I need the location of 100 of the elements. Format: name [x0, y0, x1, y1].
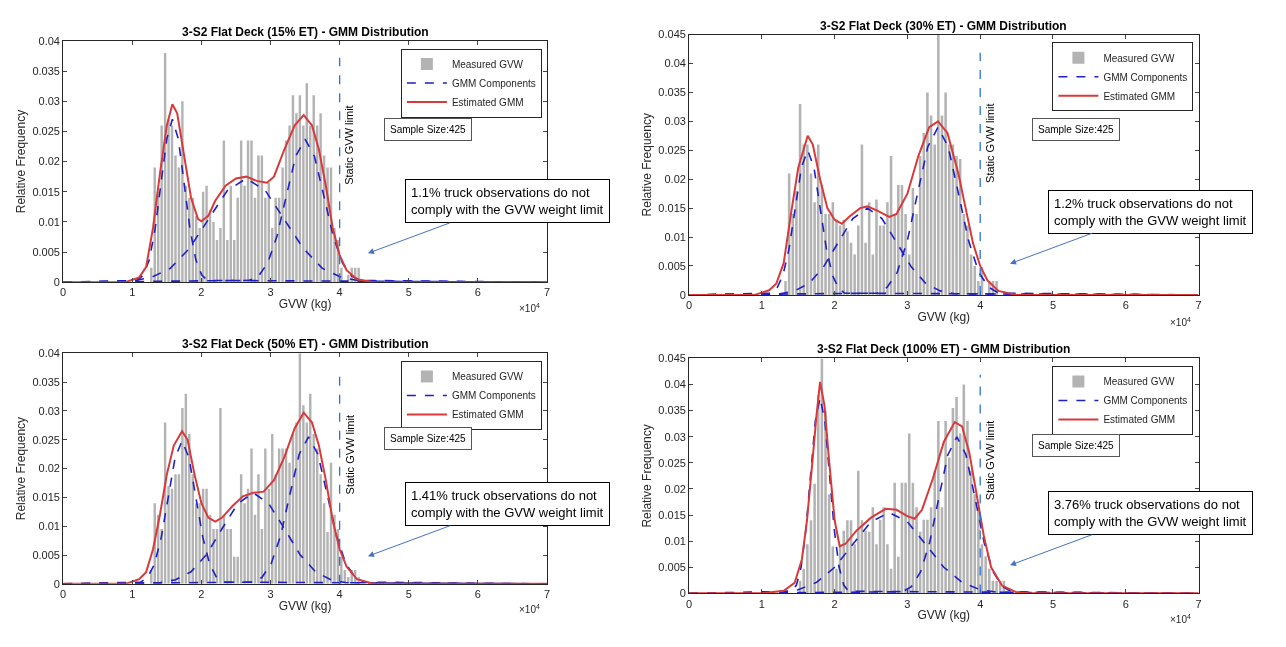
x-tick-label: 5 [1049, 299, 1057, 312]
text: ×10$^{4}$ [1170, 316, 1191, 329]
legend-label: Measured GVW [451, 371, 524, 383]
legend-label: Estimated GMM [1103, 90, 1176, 102]
annotation: 1.2% truck observations do not comply with the GVW weight limit [1054, 196, 1247, 228]
ref-line-label: Static GVW limit [984, 420, 997, 501]
y-tick-label: 0.01 [38, 520, 60, 533]
x-tick-label: 7 [1195, 299, 1202, 312]
x-tick-label: 4 [977, 597, 984, 610]
y-tick-label: 0.04 [664, 378, 686, 391]
x-tick-label: 5 [1049, 597, 1057, 610]
annotation: 3.76% truck observations do not comply with the GVW weight limit [1054, 497, 1247, 529]
chart-title: 3-S2 Flat Deck (30% ET) - GMM Distribution [820, 19, 1067, 33]
legend-label: Measured GVW [1103, 52, 1176, 64]
x-tick-label: 5 [405, 588, 412, 601]
x-tick-label: 6 [1122, 299, 1129, 312]
x-tick-label: 7 [543, 588, 551, 601]
legend-label: Estimated GMM [451, 409, 524, 421]
x-tick-label: 2 [831, 597, 838, 610]
y-axis-title: Relative Frequency [13, 109, 28, 214]
x-tick-label: 1 [758, 299, 765, 312]
x-tick-label: 2 [198, 588, 205, 601]
y-tick-label: 0.04 [38, 34, 60, 47]
y-tick-label: 0.02 [38, 155, 60, 168]
y-tick-label: 0.025 [658, 456, 686, 469]
y-tick-label: 0.025 [32, 433, 60, 446]
y-tick-label: 0.03 [664, 115, 686, 128]
y-tick-label: 0.02 [664, 482, 686, 495]
y-tick-label: 0.03 [38, 404, 60, 417]
x-axis-title: GVW (kg) [278, 297, 332, 312]
x-tick-label: 2 [831, 299, 838, 312]
chart-title: 3-S2 Flat Deck (100% ET) - GMM Distribution [817, 342, 1071, 356]
x-tick-label: 1 [129, 286, 136, 299]
x-axis-title: GVW (kg) [278, 598, 332, 613]
x-tick-label: 3 [267, 588, 274, 601]
legend-label: GMM Components [1103, 71, 1188, 83]
legend-label: GMM Components [451, 77, 536, 89]
x-tick-label: 4 [336, 588, 343, 601]
legend-label: Measured GVW [1103, 376, 1176, 388]
annotation: 1.41% truck observations do not comply with the GVW weight limit [411, 488, 604, 520]
x-axis-title: GVW (kg) [917, 310, 971, 325]
y-tick-label: 0.03 [664, 430, 686, 443]
y-tick-label: 0.035 [658, 404, 686, 417]
legend-label: Estimated GMM [451, 96, 524, 108]
y-tick-label: 0.035 [658, 86, 686, 99]
ref-line-label: Static GVW limit [343, 105, 356, 185]
x-tick-label: 1 [129, 588, 136, 601]
y-tick-label: 0.035 [32, 376, 60, 389]
x-axis-title: GVW (kg) [917, 608, 971, 623]
x-tick-label: 5 [405, 286, 412, 299]
legend-label: Measured GVW [451, 58, 524, 70]
y-tick-label: 0.005 [32, 245, 60, 258]
annotation: Sample Size:425 [1038, 440, 1115, 451]
ref-line-label: Static GVW limit [343, 414, 356, 495]
x-tick-label: 3 [904, 597, 911, 610]
y-tick-label: 0.045 [658, 352, 686, 365]
y-tick-label: 0.005 [658, 561, 686, 574]
chart-title: 3-S2 Flat Deck (15% ET) - GMM Distribution [182, 25, 429, 39]
y-tick-label: 0.045 [658, 28, 686, 41]
x-tick-label: 1 [758, 597, 765, 610]
legend-label: Estimated GMM [1103, 414, 1176, 426]
y-tick-label: 0.015 [32, 185, 60, 198]
y-tick-label: 0.04 [38, 347, 60, 360]
y-tick-label: 0.015 [658, 202, 686, 214]
text: ×10$^{4}$ [1170, 613, 1191, 626]
ref-line-label: Static GVW limit [984, 103, 997, 183]
y-tick-label: 0 [53, 276, 60, 289]
x-tick-label: 4 [977, 299, 984, 312]
y-tick-label: 0.015 [32, 491, 60, 504]
y-tick-label: 0.02 [38, 462, 60, 475]
y-tick-label: 0.015 [658, 508, 686, 521]
y-tick-label: 0 [53, 577, 60, 590]
x-tick-label: 6 [1122, 597, 1129, 610]
annotation: Sample Size:425 [390, 433, 467, 444]
y-axis-title: Relative Frequency [639, 424, 654, 528]
x-tick-label: 3 [267, 286, 274, 299]
legend-label: GMM Components [1103, 395, 1188, 407]
x-tick-label: 7 [543, 286, 551, 299]
y-tick-label: 0.005 [658, 259, 686, 272]
x-tick-label: 3 [904, 299, 911, 312]
text: ×10$^{4}$ [519, 302, 540, 315]
y-tick-label: 0.01 [664, 535, 686, 548]
y-tick-label: 0.03 [38, 95, 60, 108]
y-tick-label: 0.02 [664, 173, 686, 186]
x-tick-label: 2 [198, 286, 205, 299]
y-axis-title: Relative Frequency [13, 416, 28, 521]
y-tick-label: 0.005 [32, 548, 60, 561]
chart-title: 3-S2 Flat Deck (50% ET) - GMM Distribution [182, 337, 429, 351]
y-tick-label: 0.01 [664, 230, 686, 243]
y-axis-title: Relative Frequency [639, 113, 654, 217]
y-tick-label: 0.04 [664, 57, 686, 70]
y-tick-label: 0.025 [32, 125, 60, 138]
x-tick-label: 7 [1195, 597, 1202, 610]
annotation: Sample Size:425 [390, 124, 467, 135]
y-tick-label: 0.01 [38, 215, 60, 228]
y-tick-label: 0.025 [658, 144, 686, 157]
text: ×10$^{4}$ [519, 603, 540, 616]
x-tick-label: 4 [336, 286, 343, 299]
annotation: 1.1% truck observations do not comply with the GVW weight limit [411, 185, 604, 217]
x-tick-label: 6 [474, 588, 481, 601]
